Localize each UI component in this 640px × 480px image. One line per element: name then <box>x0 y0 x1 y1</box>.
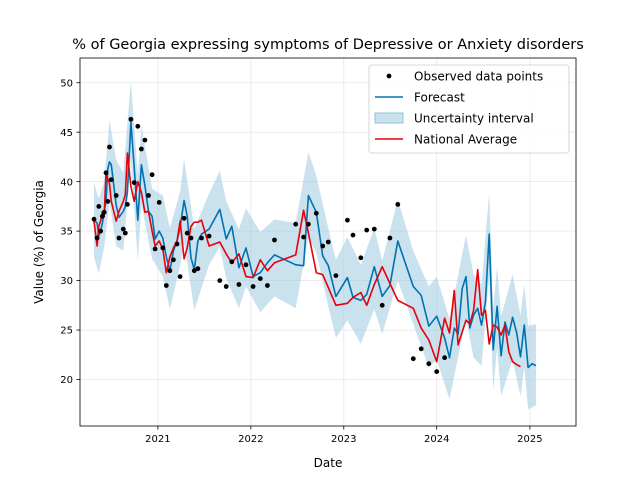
y-tick-label: 20 <box>60 375 73 386</box>
observed-data-point <box>418 346 424 352</box>
observed-data-point <box>301 234 306 240</box>
observed-data-point <box>191 268 197 274</box>
observed-data-point <box>364 227 370 233</box>
x-tick-label: 2024 <box>424 434 449 445</box>
observed-data-point <box>139 146 144 152</box>
observed-data-point <box>345 217 350 223</box>
observed-data-point <box>174 241 180 247</box>
observed-data-point <box>122 230 128 236</box>
observed-data-point <box>181 215 187 221</box>
x-tick-label: 2023 <box>331 434 356 445</box>
observed-data-point <box>320 243 326 249</box>
observed-data-point <box>306 221 311 227</box>
observed-data-point <box>103 170 109 176</box>
observed-data-point <box>333 273 339 278</box>
x-axis: 2021 2022 2023 2024 2025 <box>145 426 543 445</box>
plot-frame <box>79 57 577 427</box>
observed-data-point <box>149 172 155 178</box>
observed-data-point <box>96 204 102 209</box>
observed-data-point <box>199 235 204 241</box>
observed-points-layer <box>91 116 447 374</box>
observed-data-point <box>108 177 114 183</box>
observed-data-point <box>217 278 223 283</box>
legend-label-observed-data-points: Observed data points <box>414 69 543 83</box>
observed-data-point <box>163 283 169 288</box>
observed-data-point <box>94 235 100 241</box>
observed-data-point <box>188 235 194 241</box>
x-axis-label: Date <box>314 456 343 470</box>
legend-swatch-observed-data-points <box>386 73 392 79</box>
legend-label-national-average: National Average <box>414 132 517 146</box>
observed-data-point <box>387 235 393 241</box>
x-tick-label: 2025 <box>517 434 542 445</box>
uncertainty-band-layer <box>94 80 536 410</box>
legend-label-forecast: Forecast <box>414 90 465 104</box>
observed-data-point <box>146 193 151 198</box>
national-average-line <box>93 152 521 368</box>
observed-data-point <box>206 233 212 239</box>
forecast-line <box>93 121 537 369</box>
observed-data-point <box>272 237 277 243</box>
observed-data-point <box>100 213 105 219</box>
observed-data-point <box>265 283 270 288</box>
observed-data-point <box>142 137 148 143</box>
observed-data-point <box>128 116 134 122</box>
y-axis-label: Value (%) of Georgia <box>32 180 46 304</box>
legend-label-uncertainty-interval: Uncertainty interval <box>414 111 534 125</box>
observed-data-point <box>101 209 107 215</box>
observed-data-point <box>171 257 176 263</box>
observed-data-point <box>156 200 162 205</box>
observed-data-point <box>167 268 173 274</box>
observed-data-point <box>160 245 166 251</box>
observed-data-point <box>223 284 229 289</box>
y-tick-label: 50 <box>60 78 73 89</box>
chart-title: % of Georgia expressing symptoms of Depr… <box>72 37 584 53</box>
y-tick-label: 25 <box>60 326 73 337</box>
line-layer <box>93 121 537 369</box>
observed-data-point <box>426 361 432 367</box>
observed-data-point <box>105 199 111 204</box>
observed-data-point <box>236 282 242 287</box>
observed-data-point <box>229 259 235 265</box>
observed-data-point <box>371 226 377 232</box>
x-tick-label: 2021 <box>145 434 170 445</box>
observed-data-point <box>91 216 97 222</box>
observed-data-point <box>113 193 119 198</box>
observed-data-point <box>120 226 126 232</box>
y-tick-label: 30 <box>60 276 73 287</box>
observed-data-point <box>250 284 256 289</box>
observed-data-point <box>243 262 249 268</box>
y-tick-label: 45 <box>60 128 73 139</box>
observed-data-point <box>313 210 319 216</box>
observed-data-point <box>379 302 385 308</box>
y-tick-label: 40 <box>60 177 73 188</box>
observed-data-point <box>125 202 130 207</box>
observed-data-point <box>358 255 364 261</box>
observed-data-point <box>116 235 122 241</box>
y-tick-label: 35 <box>60 227 73 238</box>
observed-data-point <box>257 276 263 281</box>
observed-data-point <box>350 232 356 238</box>
observed-data-point <box>434 369 440 374</box>
legend: Observed data points Forecast Uncertainty … <box>368 64 570 154</box>
observed-data-point <box>177 274 183 279</box>
observed-data-point <box>131 180 137 186</box>
observed-data-point <box>293 221 299 227</box>
observed-data-point <box>107 144 112 150</box>
x-tick-label: 2022 <box>238 434 263 445</box>
legend-box <box>368 64 570 154</box>
uncertainty-band <box>94 80 536 410</box>
observed-data-point <box>395 202 401 207</box>
observed-data-point <box>184 230 190 236</box>
observed-data-point <box>442 355 447 361</box>
observed-data-point <box>325 239 331 245</box>
observed-data-point <box>135 123 141 129</box>
observed-data-point <box>98 228 103 234</box>
observed-data-point <box>195 266 201 272</box>
legend-swatch-uncertainty-interval <box>374 112 404 124</box>
y-axis: 20 25 30 35 40 45 50 <box>60 78 80 386</box>
observed-data-point <box>152 246 158 252</box>
observed-data-point <box>410 356 416 362</box>
